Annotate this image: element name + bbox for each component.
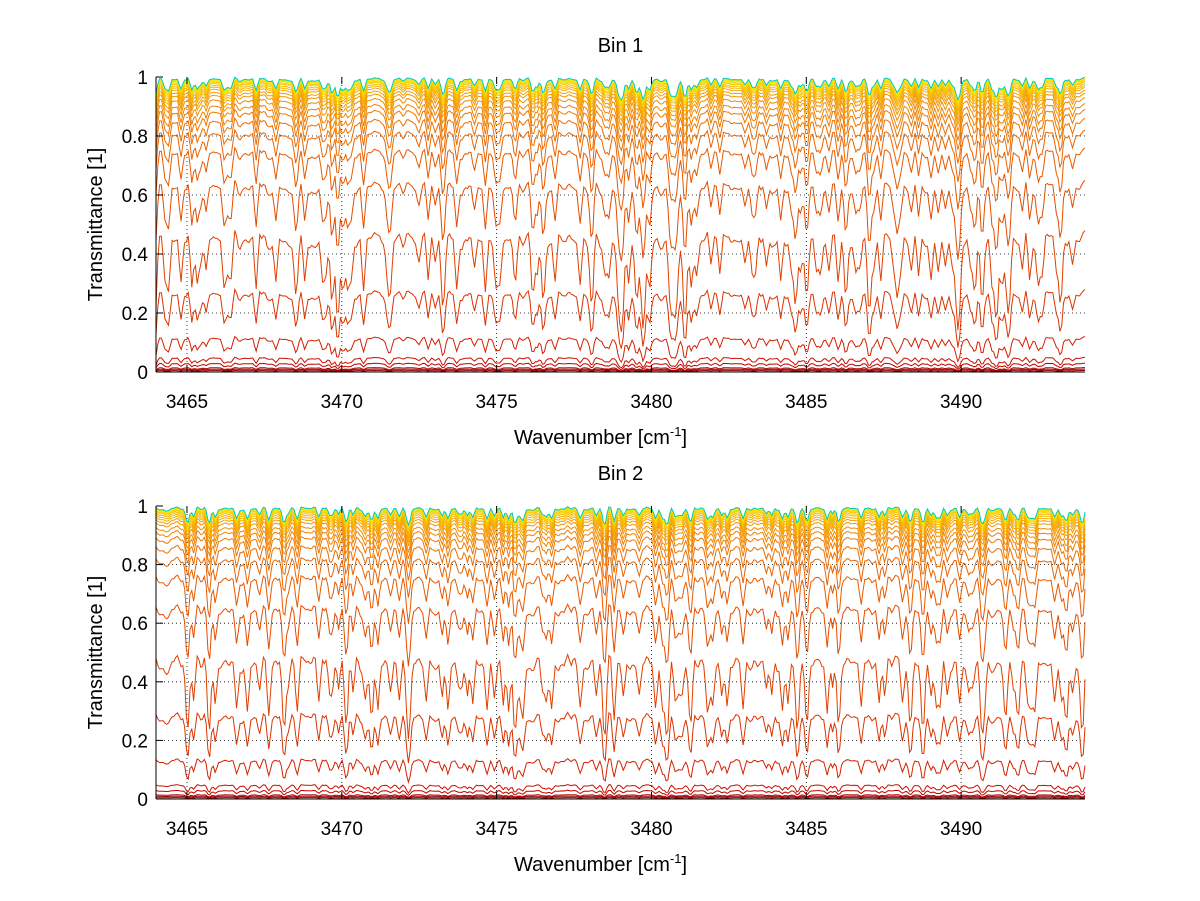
- x-tick-label: 3470: [321, 819, 363, 840]
- series-line-2: [155, 797, 1086, 799]
- plot-1: 3465 3470 3475 3480 3485 3490 0 0.2 0.4 0.6 0.8 1 Bi…: [85, 35, 1086, 449]
- series-line-18: [155, 517, 1086, 544]
- series-line-13: [155, 544, 1086, 581]
- plot-2: 3465 3470 3475 3480 3485 3490 0 0.2 0.4 0.6 0.8 1 Bi…: [85, 463, 1086, 876]
- y-tick-label: 0.2: [122, 304, 148, 325]
- y-tick-label: 0.8: [122, 127, 148, 148]
- series-line-17: [155, 520, 1086, 547]
- series-line-7: [155, 335, 1086, 364]
- x-tick-label: 3475: [475, 392, 517, 413]
- series-line-22: [155, 509, 1086, 533]
- series-line-20: [155, 84, 1086, 114]
- y-axis-label: Transmittance [1]: [85, 576, 107, 730]
- series-line-6: [155, 784, 1086, 794]
- series-line-4: [155, 794, 1086, 798]
- series-line-19: [155, 515, 1086, 541]
- series-line-27: [155, 506, 1086, 527]
- series-line-5: [155, 362, 1086, 371]
- x-tick-label: 3480: [630, 392, 672, 413]
- series-line-10: [155, 602, 1086, 667]
- x-tick-label: 3490: [940, 819, 982, 840]
- series-line-27: [155, 76, 1086, 102]
- series-line-16: [155, 525, 1086, 553]
- x-tick-label: 3465: [166, 392, 208, 413]
- x-tick-label: 3490: [940, 392, 982, 413]
- x-tick-label: 3470: [321, 392, 363, 413]
- series-line-12: [155, 128, 1086, 185]
- y-tick-label: 1: [137, 497, 148, 518]
- series-line-15: [155, 529, 1086, 560]
- series-line-18: [155, 89, 1086, 122]
- series-line-21: [155, 82, 1086, 112]
- series-line-9: [155, 653, 1086, 740]
- x-tick-label: 3485: [785, 819, 827, 840]
- series-line-14: [155, 535, 1086, 568]
- y-tick-label: 0: [137, 790, 148, 811]
- series-line-12: [155, 555, 1086, 598]
- y-tick-label: 0.8: [122, 556, 148, 577]
- series-line-9: [155, 230, 1086, 333]
- x-axis-label: Wavenumber [cm-1]: [514, 424, 687, 449]
- y-tick-label: 0.6: [122, 614, 148, 635]
- series-line-20: [155, 513, 1086, 538]
- y-tick-label: 0.2: [122, 731, 148, 752]
- series-line-5: [155, 789, 1086, 797]
- series-line-21: [155, 511, 1086, 535]
- series-line-8: [155, 711, 1086, 764]
- series-line-10: [155, 179, 1086, 262]
- series-line-19: [155, 86, 1086, 118]
- series-line-16: [155, 96, 1086, 134]
- series-line-13: [155, 117, 1086, 166]
- series-line-15: [155, 102, 1086, 143]
- series-line-14: [155, 108, 1086, 152]
- chart-title: Bin 1: [598, 35, 644, 57]
- y-tick-label: 0.4: [122, 673, 149, 694]
- series-line-6: [155, 356, 1086, 369]
- series-line-22: [155, 80, 1086, 109]
- series-line-24: [155, 507, 1086, 530]
- x-tick-label: 3485: [785, 392, 827, 413]
- series-line-17: [155, 92, 1086, 127]
- chart-title: Bin 2: [598, 463, 644, 485]
- series-line-11: [155, 573, 1086, 624]
- x-axis-label: Wavenumber [cm-1]: [514, 851, 687, 876]
- y-axis-label: Transmittance [1]: [85, 148, 107, 302]
- series-line-3: [155, 795, 1086, 799]
- x-tick-label: 3480: [630, 819, 672, 840]
- series-line-7: [155, 757, 1086, 785]
- series-line-4: [155, 367, 1085, 372]
- y-tick-label: 0: [137, 363, 148, 384]
- y-tick-label: 0.4: [122, 245, 149, 266]
- series-line-23: [155, 79, 1086, 107]
- series-line-11: [155, 146, 1086, 211]
- x-tick-label: 3465: [166, 819, 208, 840]
- y-tick-label: 1: [137, 68, 148, 89]
- y-tick-label: 0.6: [122, 186, 148, 207]
- series-line-8: [155, 287, 1086, 349]
- x-tick-label: 3475: [475, 819, 517, 840]
